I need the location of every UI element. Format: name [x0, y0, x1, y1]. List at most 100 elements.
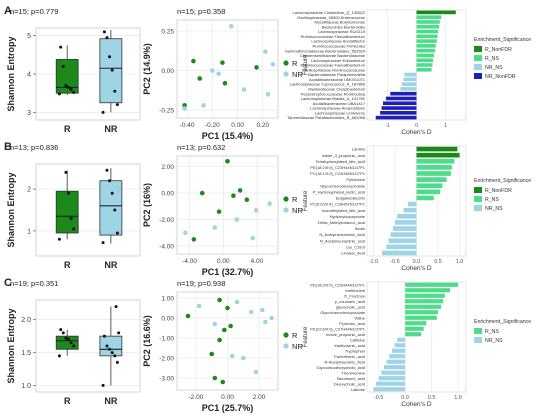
feature-label: glycocholic_acid [336, 304, 365, 309]
y-axis-label: Feature [303, 326, 309, 347]
y-axis-label: Feature [303, 190, 309, 211]
x-tick-label-nr: NR [104, 124, 117, 134]
feature-label: Biotin [355, 226, 365, 231]
x-axis-label: Cohen's D [401, 401, 431, 408]
feature-label: Christensenellaceae Bacteroidaceae [300, 53, 366, 58]
x-axis-label: PC1 (32.7%) [202, 267, 254, 277]
enrichment-bar [392, 226, 417, 231]
scatter-point-r [231, 193, 236, 199]
enrichment-bar [416, 165, 452, 170]
data-point [69, 87, 73, 91]
data-point [67, 191, 70, 195]
enrichment-bar [389, 354, 406, 359]
x-axis-label: Cohen's D [401, 265, 431, 272]
feature-label: Lachnospiraceae Eubacterium [311, 58, 366, 63]
pca-panel-a: n=15; p=0.358 -0.40 -0.20 0.00 0.20 -0.25 0.00… [142, 7, 303, 141]
scatter-point-nr [248, 309, 254, 315]
y-axis-label: Shannon Entropy [6, 173, 16, 248]
data-point [57, 354, 61, 358]
legend-marker-r [283, 196, 289, 202]
legend-label-r: R [292, 59, 298, 68]
scatter-point-nr [250, 235, 256, 241]
scatter-point-nr [183, 230, 188, 236]
enrichment-bar [416, 177, 447, 182]
enrichment-bar [376, 381, 406, 386]
feature-label: Peptostreptococcaceae Romboutsia [301, 91, 366, 96]
legend-label: NR_NS [485, 65, 503, 71]
scatter-point-r [209, 351, 215, 357]
feature-label: Ruminococcaceae Firmicutes [313, 43, 365, 48]
enrichment-bar [405, 304, 442, 309]
legend-label-nr: NR [292, 70, 303, 79]
enrichment-bar [416, 183, 443, 189]
data-point [59, 328, 63, 332]
legend-label-nr: NR [292, 342, 303, 351]
feature-label: Deoxycholic_acid [334, 381, 365, 386]
data-point [64, 336, 68, 340]
x-tick-label: -1 [385, 123, 390, 129]
feature-label: Caffeine [350, 337, 366, 342]
enrichment-bar [416, 20, 440, 24]
enrichment-bar [405, 315, 437, 320]
x-tick-label: -1.0 [369, 259, 378, 265]
scatter-point-nr [259, 307, 265, 313]
data-point [72, 227, 76, 231]
enrichment-bar [394, 220, 417, 225]
feature-label: Epigallocatechin [336, 196, 365, 201]
scatter-point-nr [212, 225, 218, 230]
enrichment-bar [381, 370, 406, 375]
x-tick-label-r: R [64, 396, 71, 406]
enrichment-bar [416, 195, 434, 201]
y-tick-label: 2.00 [161, 164, 174, 171]
data-point [105, 36, 109, 40]
legend-label-nr: NR [292, 206, 303, 215]
enrichment-bar [394, 343, 406, 348]
plot-area [176, 19, 279, 119]
feature-label: Bacteroides Bacteroides [322, 24, 365, 29]
scatter-point-nr [263, 319, 268, 325]
feature-label: Lachnospiraceae Limivivens [315, 110, 365, 115]
y-tick-label: -1.00 [159, 336, 174, 343]
feature-label: Acutalibacteraceae UMGS1071 [309, 77, 366, 82]
data-point [64, 170, 68, 174]
y-axis-label: Shannon Entropy [6, 309, 16, 384]
enrichment-bar [405, 288, 451, 293]
feature-label: Weeksellaceae Cloacibacterium [308, 87, 366, 92]
enrichment-bar [400, 87, 417, 91]
x-tick-label-r: R [64, 260, 71, 270]
enrichment-bar [416, 189, 441, 195]
plot-area [366, 281, 467, 393]
feature-label: Nicotinuric_acid [337, 376, 365, 381]
feature-label: PC(16:1/0:0)_C24H48N1O7P1 [310, 171, 366, 176]
box-r [55, 190, 79, 234]
x-tick-label: 0.20 [257, 122, 270, 129]
x-tick-label-r: R [64, 124, 71, 134]
scatter-point-nr [216, 71, 221, 77]
legend-label: NR_NS [485, 338, 503, 344]
data-point [113, 354, 117, 358]
scatter-point-r [197, 76, 203, 81]
legend-swatch [474, 205, 482, 211]
enrichment-bar [386, 359, 406, 364]
feature-label: Ruminococcaceae Faecalibacterium [301, 34, 366, 39]
feature-label: P_Hydroxyphenyl_lactic_acid [313, 189, 365, 194]
enrichment-bar [416, 158, 455, 164]
data-point [72, 90, 76, 94]
y-tick-label: 0.00 [161, 68, 174, 75]
scatter-point-nr [240, 355, 246, 361]
scatter-point-nr [212, 321, 218, 327]
legend-swatch [474, 187, 482, 193]
data-point [113, 89, 117, 93]
feature-label: Oscillospiraceae Ruminococcaceae [302, 67, 366, 72]
feature-label: Delta_Methyltobacco_acid [318, 220, 365, 225]
legend-label: R_NonFDR [485, 188, 512, 194]
y-tick-label: 2.0 [21, 317, 31, 324]
enrichment-panel-b: -1.0 -0.5 0.0 0.5 1.0 Lambinindole_3_propioni… [303, 145, 531, 272]
x-tick-label-nr: NR [104, 396, 117, 406]
feature-label: indole_propionic_acid [326, 332, 365, 337]
feature-label: Lactose [351, 387, 366, 392]
pca-title: n=15; p=0.358 [177, 7, 225, 16]
data-point [117, 331, 121, 335]
feature-label: Glycochenodeoxycholate [320, 183, 365, 188]
feature-label: p_coumaric_acid [335, 299, 365, 304]
